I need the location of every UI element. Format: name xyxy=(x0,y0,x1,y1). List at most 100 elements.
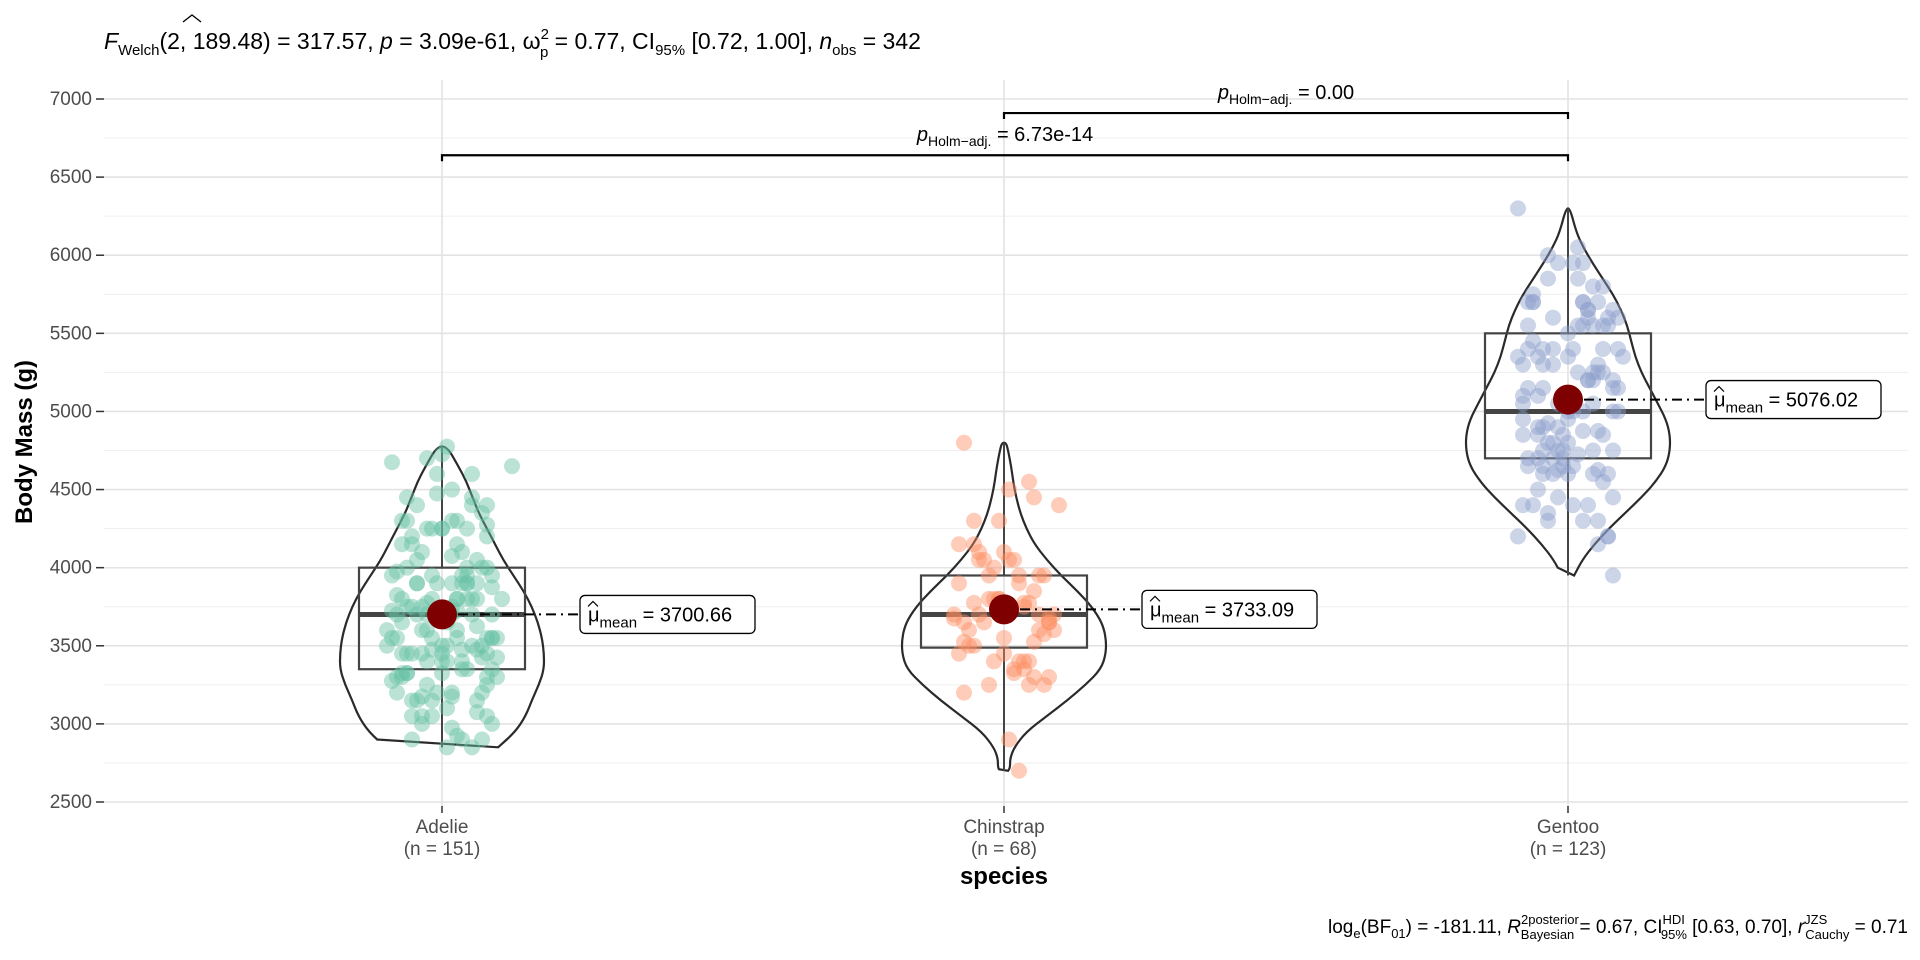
data-point xyxy=(971,606,987,623)
data-point xyxy=(1590,422,1606,439)
data-point xyxy=(1006,551,1022,568)
data-point xyxy=(479,516,495,533)
data-point xyxy=(404,731,420,748)
data-point xyxy=(1580,301,1596,318)
pairwise-bracket xyxy=(1002,111,1570,120)
data-point xyxy=(454,575,470,592)
data-point xyxy=(474,559,490,576)
data-point xyxy=(409,606,425,623)
data-point xyxy=(1605,403,1621,420)
data-point xyxy=(469,641,485,658)
mean-label-text: μmean = 5076.02 xyxy=(1714,390,1858,417)
data-point xyxy=(1535,380,1551,397)
pairwise-p-value: = 6.73e-14 xyxy=(991,124,1093,146)
data-point xyxy=(1530,481,1546,498)
data-point xyxy=(419,622,435,639)
data-points xyxy=(379,200,1631,779)
data-point xyxy=(439,739,455,756)
data-point xyxy=(1585,465,1601,482)
data-point xyxy=(1016,598,1032,615)
y-tick-label: 5000 xyxy=(50,401,92,422)
data-point xyxy=(444,688,460,705)
data-point xyxy=(1530,450,1546,467)
data-point xyxy=(1515,395,1531,412)
data-point xyxy=(449,590,465,607)
data-point xyxy=(1520,458,1536,475)
data-point xyxy=(1021,676,1037,693)
pairwise-p-sub: Holm−adj. xyxy=(1229,91,1292,107)
data-point xyxy=(489,669,505,686)
data-point xyxy=(1600,528,1616,545)
subtitle-df: (2, 189.48) = 317.57, xyxy=(159,28,380,54)
y-tick-label: 3000 xyxy=(50,714,92,735)
data-point xyxy=(459,575,475,592)
data-point xyxy=(1530,426,1546,443)
data-point xyxy=(444,481,460,498)
data-point xyxy=(966,637,982,654)
data-point xyxy=(379,637,395,654)
data-point xyxy=(419,450,435,467)
data-point xyxy=(1530,419,1546,436)
data-point xyxy=(404,645,420,662)
axes: 2500 3000 3500 4000 4500 5000 5500 6000 6500 7000… xyxy=(50,89,1607,860)
data-point xyxy=(464,465,480,482)
data-point xyxy=(444,547,460,564)
y-tick-label: 7000 xyxy=(50,89,92,110)
data-point xyxy=(1540,415,1556,432)
data-point xyxy=(956,684,972,701)
data-point xyxy=(1006,665,1022,682)
y-tick-label: 3500 xyxy=(50,636,92,657)
caption-r-sup: 2 xyxy=(1521,912,1528,927)
data-point xyxy=(464,637,480,654)
data-point xyxy=(419,676,435,693)
data-point xyxy=(1580,301,1596,318)
data-point xyxy=(409,575,425,592)
data-point xyxy=(459,520,475,537)
data-point xyxy=(1041,610,1057,627)
data-point xyxy=(1550,489,1566,506)
data-point xyxy=(1585,364,1601,381)
mean-point xyxy=(1553,384,1583,415)
data-point xyxy=(444,575,460,592)
data-point xyxy=(1570,446,1586,463)
data-point xyxy=(1046,606,1062,623)
data-point xyxy=(1535,458,1551,475)
data-point xyxy=(409,551,425,568)
mean-point xyxy=(427,599,457,630)
data-point xyxy=(479,629,495,646)
data-point xyxy=(414,544,430,561)
data-point xyxy=(966,512,982,529)
data-point xyxy=(389,684,405,701)
y-tick-label: 6000 xyxy=(50,245,92,266)
caption-ci-sub: 95% xyxy=(1661,927,1687,942)
data-point xyxy=(1595,317,1611,334)
data-point xyxy=(1001,481,1017,498)
data-point xyxy=(1535,442,1551,459)
data-point xyxy=(1036,626,1052,643)
data-point xyxy=(454,641,470,658)
data-point xyxy=(489,649,505,666)
x-tick-label: Chinstrap xyxy=(963,817,1044,838)
pairwise-p-symbol: p xyxy=(1217,82,1229,104)
subtitle-n-value: = 342 xyxy=(856,28,921,54)
data-point xyxy=(424,629,440,646)
data-point xyxy=(976,614,992,631)
data-point xyxy=(996,544,1012,561)
subtitle-omega-sup: 2 xyxy=(541,26,549,43)
data-point xyxy=(1515,497,1531,514)
data-point xyxy=(1515,426,1531,443)
subtitle-p-value: = 3.09e-61, xyxy=(393,28,523,54)
data-point xyxy=(1545,356,1561,373)
data-point xyxy=(399,598,415,615)
data-point xyxy=(1051,497,1067,514)
x-tick-n-label: (n = 151) xyxy=(404,839,481,860)
data-point xyxy=(1605,489,1621,506)
data-point xyxy=(1570,317,1586,334)
data-point xyxy=(454,653,470,670)
data-point xyxy=(1515,411,1531,428)
caption-ci-sup: HDI xyxy=(1662,912,1684,927)
data-point xyxy=(1595,340,1611,357)
data-point xyxy=(429,575,445,592)
